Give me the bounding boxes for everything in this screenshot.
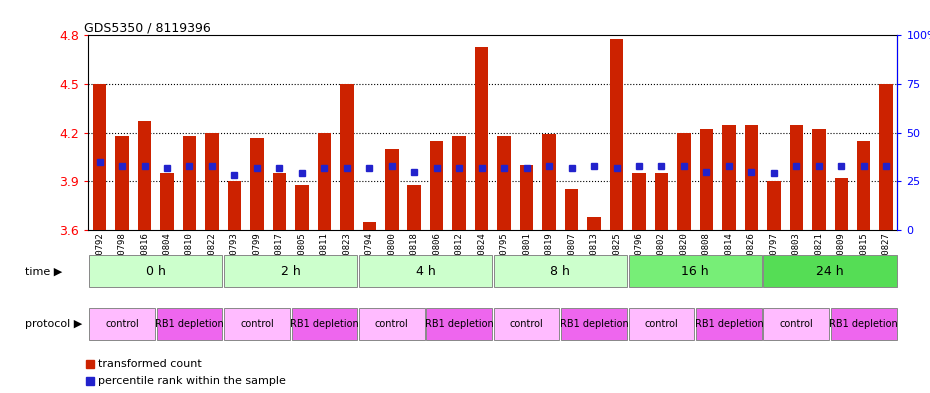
FancyBboxPatch shape [629,308,695,340]
Bar [565,189,578,230]
FancyBboxPatch shape [291,308,357,340]
Text: RB1 depletion: RB1 depletion [425,319,494,329]
Bar [115,136,128,230]
Text: RB1 depletion: RB1 depletion [290,319,359,329]
Bar [475,47,488,230]
Bar [834,178,848,230]
Bar [228,181,241,230]
FancyBboxPatch shape [156,308,222,340]
FancyBboxPatch shape [764,308,830,340]
Text: 16 h: 16 h [682,264,709,278]
FancyBboxPatch shape [696,308,762,340]
FancyBboxPatch shape [224,308,290,340]
Text: control: control [105,319,139,329]
FancyBboxPatch shape [359,255,492,287]
Bar [385,149,398,230]
Text: percentile rank within the sample: percentile rank within the sample [99,376,286,386]
Text: transformed count: transformed count [99,358,202,369]
FancyBboxPatch shape [629,255,762,287]
Bar [655,173,668,230]
Text: 8 h: 8 h [551,264,570,278]
Text: 0 h: 0 h [146,264,166,278]
Bar [498,136,511,230]
Bar [857,141,870,230]
FancyBboxPatch shape [561,308,627,340]
Bar [317,132,331,230]
Bar [542,134,556,230]
Bar [587,217,601,230]
Bar [722,125,736,230]
Text: control: control [644,319,678,329]
FancyBboxPatch shape [89,255,222,287]
Bar [767,181,780,230]
Bar [250,138,263,230]
Bar [745,125,758,230]
Text: 4 h: 4 h [416,264,435,278]
Text: control: control [510,319,543,329]
Bar [699,129,713,230]
Bar [363,222,376,230]
Bar [610,39,623,230]
FancyBboxPatch shape [830,308,897,340]
FancyBboxPatch shape [494,308,560,340]
Text: 2 h: 2 h [281,264,300,278]
Bar [206,132,219,230]
Text: RB1 depletion: RB1 depletion [155,319,224,329]
Bar [452,136,466,230]
FancyBboxPatch shape [494,255,627,287]
Bar [295,184,309,230]
FancyBboxPatch shape [224,255,357,287]
Bar [138,121,152,230]
Text: RB1 depletion: RB1 depletion [695,319,764,329]
FancyBboxPatch shape [426,308,492,340]
Text: GDS5350 / 8119396: GDS5350 / 8119396 [85,21,211,34]
Text: control: control [779,319,813,329]
Bar [182,136,196,230]
Text: 24 h: 24 h [817,264,844,278]
Bar [160,173,174,230]
Bar [790,125,803,230]
Bar [93,84,106,230]
Text: RB1 depletion: RB1 depletion [560,319,629,329]
FancyBboxPatch shape [359,308,425,340]
Text: RB1 depletion: RB1 depletion [830,319,898,329]
Text: control: control [240,319,273,329]
Text: control: control [375,319,408,329]
FancyBboxPatch shape [764,255,897,287]
Bar [880,84,893,230]
Bar [272,173,286,230]
Bar [340,84,353,230]
Text: protocol ▶: protocol ▶ [25,319,83,329]
Bar [520,165,533,230]
Bar [407,184,421,230]
Bar [812,129,826,230]
Bar [430,141,444,230]
Bar [677,132,691,230]
FancyBboxPatch shape [89,308,155,340]
Bar [632,173,645,230]
Text: time ▶: time ▶ [25,266,62,276]
